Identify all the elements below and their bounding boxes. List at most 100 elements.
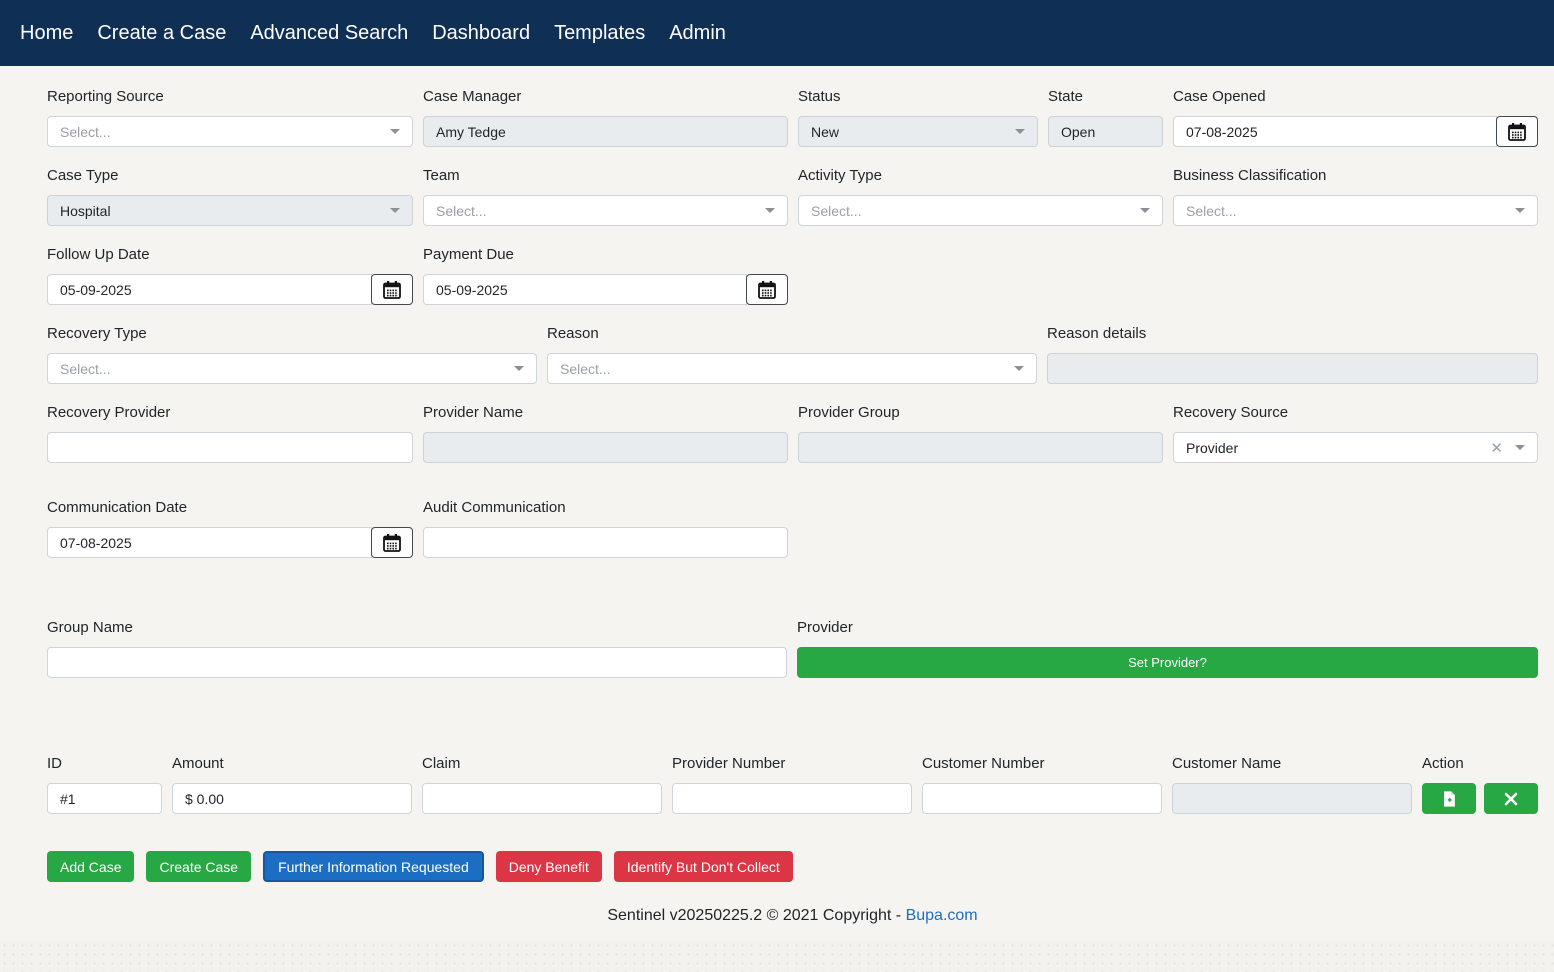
top-navbar: Home Create a Case Advanced Search Dashb… (0, 0, 1554, 66)
further-information-requested-button[interactable]: Further Information Requested (263, 851, 484, 882)
claim-id-input[interactable] (47, 783, 162, 814)
claim-provider-number-input[interactable] (672, 783, 912, 814)
nav-item-templates[interactable]: Templates (554, 22, 646, 44)
add-case-button[interactable]: Add Case (47, 851, 135, 882)
add-claim-row-button[interactable] (1422, 783, 1476, 814)
remove-claim-row-button[interactable] (1484, 783, 1538, 814)
case-opened-input[interactable] (1173, 116, 1497, 147)
reason-placeholder: Select... (560, 360, 611, 377)
nav-item-create-a-case[interactable]: Create a Case (97, 22, 227, 44)
reporting-source-select[interactable]: Select... (47, 116, 413, 147)
business-classification-label: Business Classification (1173, 167, 1327, 184)
team-placeholder: Select... (436, 202, 487, 219)
audit-communication-input[interactable] (423, 527, 788, 558)
nav-item-home[interactable]: Home (20, 22, 74, 44)
recovery-source-value: Provider (1186, 439, 1239, 456)
caret-down-icon (765, 208, 775, 213)
case-opened-calendar-button[interactable] (1496, 116, 1538, 147)
payment-due-label: Payment Due (423, 246, 514, 263)
claim-row: ID Amount Claim Provider Number Customer… (47, 755, 1538, 814)
page-bottom-strip (0, 941, 1554, 972)
group-name-label: Group Name (47, 619, 133, 636)
provider-name-label: Provider Name (423, 404, 524, 421)
reason-details-label: Reason details (1047, 325, 1147, 342)
provider-group-field (798, 432, 1163, 463)
claim-amount-label: Amount (172, 755, 224, 772)
x-icon (1504, 792, 1518, 805)
case-type-select: Hospital (47, 195, 413, 226)
recovery-source-select[interactable]: Provider ✕ (1173, 432, 1538, 463)
communication-date-calendar-button[interactable] (371, 527, 413, 558)
calendar-icon (1508, 122, 1526, 141)
follow-up-date-calendar-button[interactable] (371, 274, 413, 305)
caret-down-icon (1015, 129, 1025, 134)
recovery-provider-input[interactable] (47, 432, 413, 463)
recovery-type-select[interactable]: Select... (47, 353, 537, 384)
calendar-icon (383, 280, 401, 299)
nav-item-dashboard[interactable]: Dashboard (432, 22, 531, 44)
caret-down-icon (1014, 366, 1024, 371)
communication-date-input[interactable] (47, 527, 372, 558)
recovery-type-placeholder: Select... (60, 360, 111, 377)
activity-type-label: Activity Type (798, 167, 882, 184)
caret-down-icon (390, 208, 400, 213)
caret-down-icon (390, 129, 400, 134)
set-provider-button[interactable]: Set Provider? (797, 647, 1538, 678)
claim-action-label: Action (1422, 755, 1464, 772)
claim-customer-name-field (1172, 783, 1412, 814)
state-label: State (1048, 88, 1084, 105)
form-actions: Add Case Create Case Further Information… (47, 851, 1538, 882)
reason-label: Reason (547, 325, 599, 342)
reason-select[interactable]: Select... (547, 353, 1037, 384)
case-manager-field (423, 116, 788, 147)
reporting-source-label: Reporting Source (47, 88, 164, 105)
team-select[interactable]: Select... (423, 195, 788, 226)
calendar-icon (758, 280, 776, 299)
activity-type-select[interactable]: Select... (798, 195, 1163, 226)
case-form: Reporting Source Select... Case Manager … (0, 66, 1554, 925)
case-manager-label: Case Manager (423, 88, 522, 105)
caret-down-icon (514, 366, 524, 371)
reason-details-field (1047, 353, 1538, 384)
status-select: New (798, 116, 1038, 147)
identify-but-dont-collect-button[interactable]: Identify But Don't Collect (613, 851, 793, 882)
provider-name-field (423, 432, 788, 463)
status-value: New (811, 123, 840, 140)
claim-customer-number-input[interactable] (922, 783, 1162, 814)
claim-claim-label: Claim (422, 755, 461, 772)
bupa-link[interactable]: Bupa.com (905, 907, 978, 924)
claim-customer-number-label: Customer Number (922, 755, 1045, 772)
deny-benefit-button[interactable]: Deny Benefit (495, 851, 602, 882)
case-type-value: Hospital (60, 202, 111, 219)
business-classification-select[interactable]: Select... (1173, 195, 1538, 226)
claim-customer-name-label: Customer Name (1172, 755, 1282, 772)
follow-up-date-label: Follow Up Date (47, 246, 150, 263)
reporting-source-placeholder: Select... (60, 123, 111, 140)
payment-due-calendar-button[interactable] (746, 274, 788, 305)
claim-id-label: ID (47, 755, 62, 772)
claim-amount-input[interactable] (172, 783, 412, 814)
recovery-provider-label: Recovery Provider (47, 404, 171, 421)
payment-due-input[interactable] (423, 274, 747, 305)
state-field (1048, 116, 1163, 147)
status-label: Status (798, 88, 841, 105)
nav-item-admin[interactable]: Admin (669, 22, 726, 44)
group-name-input[interactable] (47, 647, 787, 678)
business-classification-placeholder: Select... (1186, 202, 1237, 219)
audit-communication-label: Audit Communication (423, 499, 566, 516)
nav-item-advanced-search[interactable]: Advanced Search (250, 22, 409, 44)
team-label: Team (423, 167, 460, 184)
claim-number-input[interactable] (422, 783, 662, 814)
follow-up-date-input[interactable] (47, 274, 372, 305)
file-plus-icon (1444, 790, 1455, 807)
recovery-source-label: Recovery Source (1173, 404, 1289, 421)
caret-down-icon (1140, 208, 1150, 213)
clear-icon[interactable]: ✕ (1490, 439, 1503, 457)
provider-label: Provider (797, 619, 853, 636)
create-case-button[interactable]: Create Case (146, 851, 252, 882)
claim-provider-number-label: Provider Number (672, 755, 786, 772)
footer: Sentinel v20250225.2 © 2021 Copyright - … (47, 907, 1538, 925)
recovery-type-label: Recovery Type (47, 325, 147, 342)
footer-text: Sentinel v20250225.2 © 2021 Copyright - (607, 907, 902, 924)
calendar-icon (383, 533, 401, 552)
